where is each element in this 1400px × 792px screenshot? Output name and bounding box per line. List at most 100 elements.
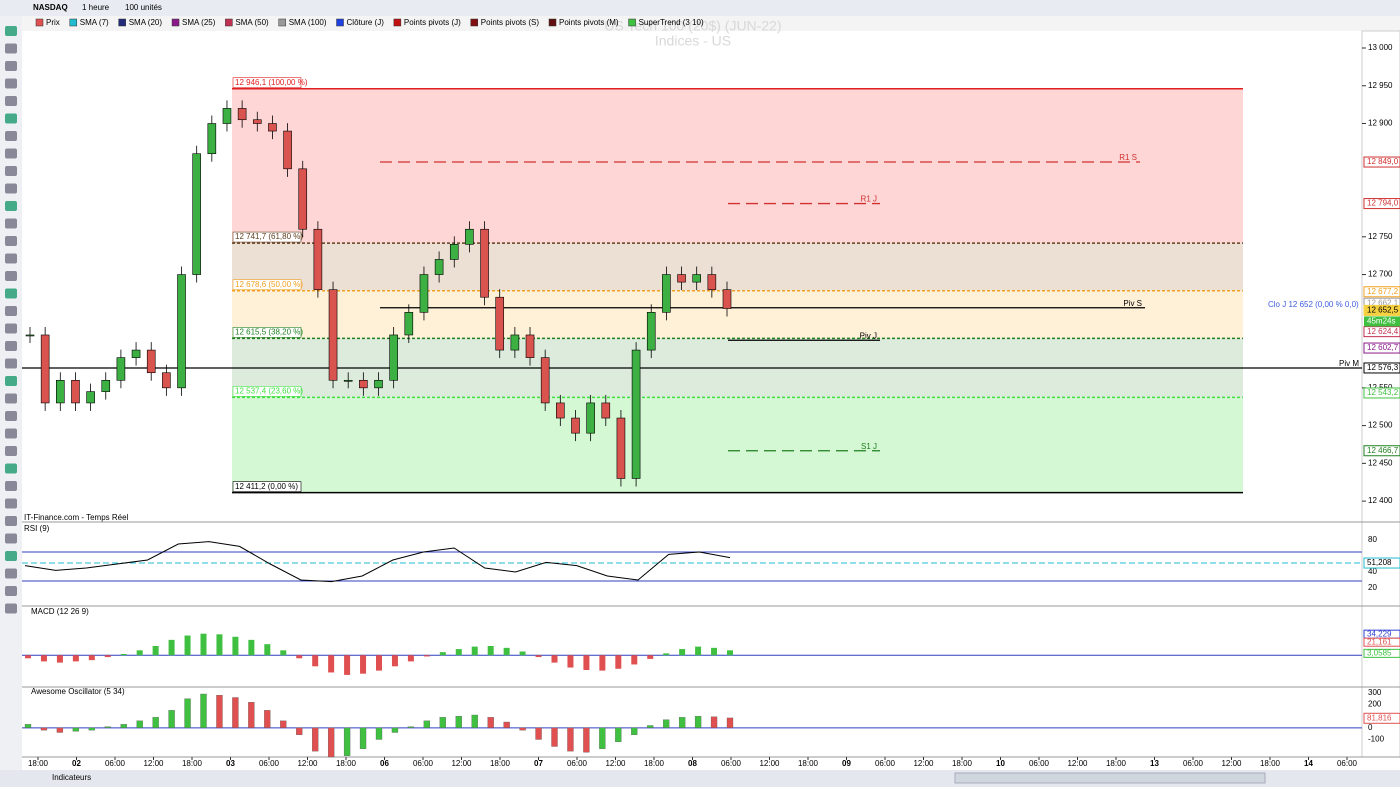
tool-icon[interactable] — [5, 533, 17, 544]
tab-swatch[interactable] — [393, 18, 402, 27]
candle — [480, 228, 489, 298]
interval[interactable]: 1 heure — [82, 3, 110, 12]
tool-icon[interactable] — [5, 96, 17, 106]
indicator-tab[interactable]: Prix — [46, 18, 60, 27]
tool-icon[interactable] — [5, 26, 17, 36]
tab-swatch[interactable] — [118, 18, 126, 27]
tool-icon[interactable] — [5, 568, 17, 579]
tool-icon[interactable] — [5, 288, 17, 299]
ao-bar — [694, 716, 702, 728]
indicator-tab[interactable]: Points pivots (M) — [559, 18, 619, 27]
indicator-tab[interactable]: SuperTrend (3 10) — [639, 18, 704, 27]
tab-swatch[interactable] — [336, 18, 344, 27]
tool-icon[interactable] — [5, 43, 17, 54]
tool-icon[interactable] — [5, 253, 17, 264]
price-tag-label: 12 624,4 — [1367, 327, 1399, 336]
fib-label: 12 741,7 (61,80 %) — [235, 232, 303, 241]
tool-icon[interactable] — [5, 341, 17, 351]
ao-bar — [216, 695, 223, 728]
macd-bar — [200, 633, 207, 656]
fib-label: 12 411,2 (0,00 %) — [235, 482, 298, 491]
tool-icon[interactable] — [5, 463, 17, 474]
y-tick-label: -100 — [1368, 735, 1385, 744]
indicator-tab[interactable]: SMA (25) — [182, 18, 216, 27]
y-tick-label: 20 — [1368, 583, 1377, 592]
tool-icon[interactable] — [5, 481, 17, 491]
tool-icon[interactable] — [5, 271, 17, 281]
tool-icon[interactable] — [5, 376, 17, 386]
tool-icon[interactable] — [5, 323, 17, 334]
price-tag — [1363, 387, 1400, 399]
candle — [177, 274, 186, 389]
units[interactable]: 100 unités — [125, 3, 162, 12]
tool-icon[interactable] — [5, 166, 17, 176]
x-tick-label: 06:00 — [413, 759, 434, 768]
tool-icon[interactable] — [5, 131, 17, 141]
tool-icon[interactable] — [5, 516, 17, 526]
scrollbar[interactable] — [954, 772, 1266, 784]
candle — [192, 153, 201, 275]
tab-swatch[interactable] — [628, 18, 636, 27]
tool-icon[interactable] — [5, 78, 17, 89]
indicator-bar — [0, 16, 1400, 31]
tab-swatch[interactable] — [225, 18, 233, 27]
ao-bar — [359, 727, 367, 749]
price-tag — [1363, 342, 1400, 354]
tab-swatch[interactable] — [171, 18, 180, 27]
tab-swatch[interactable] — [548, 18, 557, 27]
tool-icon[interactable] — [5, 148, 17, 159]
tool-icon[interactable] — [5, 393, 17, 404]
indicators-button[interactable]: Indicateurs — [52, 773, 91, 782]
tool-icon[interactable] — [5, 411, 17, 421]
candle — [465, 228, 474, 245]
indicator-tab[interactable]: SMA (20) — [129, 18, 163, 27]
pivot-label: S1 J — [861, 442, 877, 451]
indicator-tab[interactable]: Clôture (J) — [347, 18, 385, 27]
panel-title: RSI (9) — [24, 524, 50, 533]
x-tick-label: 12:00 — [451, 759, 472, 768]
tool-icon[interactable] — [5, 201, 17, 211]
tool-icon[interactable] — [5, 428, 17, 439]
tool-icon[interactable] — [5, 586, 17, 596]
tool-icon[interactable] — [5, 498, 17, 509]
ao-bar — [312, 727, 319, 752]
macd-bar — [136, 650, 143, 656]
candle — [313, 228, 323, 290]
macd-bar — [503, 647, 510, 656]
tool-icon[interactable] — [5, 61, 17, 71]
tool-icon[interactable] — [5, 306, 17, 316]
tool-icon[interactable] — [5, 218, 17, 229]
y-tick-label: 13 000 — [1368, 43, 1393, 52]
ao-bar — [551, 727, 558, 747]
tool-icon[interactable] — [5, 551, 17, 561]
ao-bar — [503, 721, 510, 728]
tool-icon[interactable] — [5, 446, 17, 456]
source: IT-Finance.com - Temps Réel — [24, 513, 129, 522]
candle — [237, 108, 247, 121]
fib-label: 12 678,6 (50,00 %) — [235, 280, 303, 289]
tool-icon[interactable] — [5, 183, 17, 194]
x-tick-label: 07 — [534, 759, 543, 768]
tab-swatch[interactable] — [278, 18, 286, 27]
indicator-tab[interactable]: Points pivots (J) — [404, 18, 461, 27]
tool-icon[interactable] — [5, 113, 17, 124]
tool-icon[interactable] — [5, 358, 17, 369]
symbol[interactable]: NASDAQ — [33, 3, 68, 12]
indicator-tab[interactable]: SMA (50) — [235, 18, 269, 27]
candle — [556, 402, 565, 419]
x-tick-label: 18:00 — [182, 759, 203, 768]
tool-icon[interactable] — [5, 236, 17, 246]
tab-swatch[interactable] — [35, 18, 44, 27]
ao-bar — [407, 726, 415, 728]
macd-bar — [168, 639, 175, 656]
indicator-tab[interactable]: SMA (100) — [289, 18, 327, 27]
tab-swatch[interactable] — [69, 18, 78, 27]
ao-bar — [726, 717, 734, 728]
macd-tag-label: 3,0585 — [1367, 648, 1392, 657]
macd-bar — [711, 647, 718, 656]
tab-swatch[interactable] — [470, 18, 479, 27]
indicator-tab[interactable]: Points pivots (S) — [481, 18, 540, 27]
tool-icon[interactable] — [5, 603, 17, 614]
fib-zone — [232, 290, 1243, 339]
indicator-tab[interactable]: SMA (7) — [80, 18, 109, 27]
